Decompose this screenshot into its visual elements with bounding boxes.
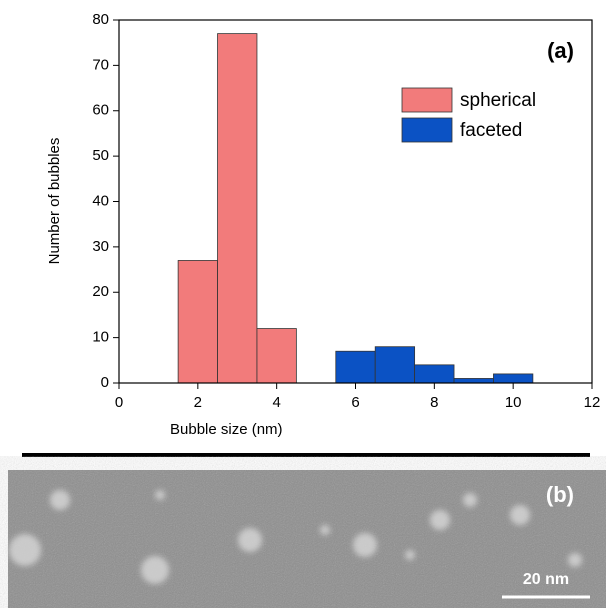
micrograph [8, 470, 606, 608]
y-tick-label: 20 [92, 283, 109, 300]
x-tick-label: 10 [505, 394, 522, 411]
bar [217, 33, 258, 384]
panel-label: (a) [547, 38, 574, 63]
x-tick-label: 6 [351, 394, 359, 411]
x-tick-label: 12 [584, 394, 601, 411]
y-tick-label: 80 [92, 11, 109, 28]
y-axis-label: Number of bubbles [46, 138, 63, 265]
legend-swatch [401, 117, 453, 143]
bar [453, 378, 494, 384]
image-panel-label: (b) [546, 482, 574, 507]
bar [414, 364, 455, 384]
y-tick-label: 50 [92, 147, 109, 164]
y-tick-label: 10 [92, 329, 109, 346]
legend-swatch [401, 87, 453, 113]
y-tick-label: 0 [101, 374, 109, 391]
bar [493, 373, 534, 384]
bar [177, 260, 218, 384]
x-tick-label: 4 [272, 394, 280, 411]
y-tick-label: 30 [92, 238, 109, 255]
bar [374, 346, 416, 384]
x-tick-label: 2 [194, 394, 202, 411]
x-tick-label: 8 [430, 394, 438, 411]
bar [335, 350, 376, 384]
scale-bar-label: 20 nm [523, 571, 569, 588]
y-tick-label: 60 [92, 102, 109, 119]
x-axis-label: Bubble size (nm) [170, 421, 283, 438]
y-tick-label: 70 [92, 56, 109, 73]
bar [256, 328, 297, 384]
legend-label: spherical [460, 90, 536, 111]
legend-label: faceted [460, 120, 522, 141]
x-tick-label: 0 [115, 394, 123, 411]
y-tick-label: 40 [92, 192, 109, 209]
